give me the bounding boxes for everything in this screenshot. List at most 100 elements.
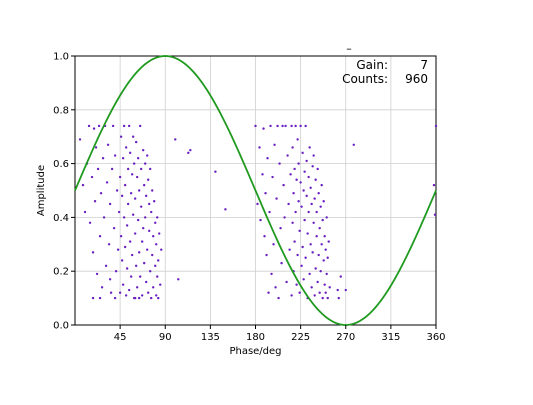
scatter-point [337, 296, 340, 300]
scatter-point [321, 218, 324, 222]
scatter-point [150, 210, 153, 214]
scatter-point [123, 245, 127, 249]
scatter-point [146, 248, 149, 251]
scatter-point [130, 173, 134, 176]
scatter-point [290, 294, 293, 297]
scatter-point [322, 259, 325, 262]
scatter-point [271, 175, 274, 179]
scatter-point [267, 291, 270, 294]
scatter-point [303, 218, 306, 222]
scatter-point [155, 294, 158, 297]
annotation-box: – Gain: 7 Counts: 960 [342, 42, 428, 86]
scatter-point [288, 248, 291, 251]
scatter-point [273, 143, 276, 146]
scatter-point [304, 124, 307, 128]
scatter-point [104, 264, 108, 268]
scatter-point [352, 143, 355, 146]
scatter-point [138, 124, 142, 128]
scatter-point [314, 178, 317, 181]
scatter-point [174, 138, 177, 141]
scatter-point [115, 189, 119, 192]
scatter-point [81, 183, 85, 187]
scatter-point [305, 159, 308, 163]
scatter-point [301, 245, 304, 249]
scatter-point [156, 275, 159, 278]
scatter-point [118, 175, 122, 179]
scatter-point [263, 235, 266, 238]
scatter-point [308, 272, 311, 276]
scatter-point [148, 202, 151, 206]
scatter-point [262, 127, 265, 130]
scatter-point [126, 202, 130, 206]
scatter-point [129, 191, 133, 195]
scatter-point [309, 186, 312, 190]
scatter-point [157, 259, 160, 262]
scatter-point [97, 124, 101, 128]
scatter-point [324, 248, 327, 251]
scatter-point [259, 218, 262, 222]
scatter-point [285, 280, 288, 284]
scatter-point [254, 124, 257, 128]
scatter-point [292, 191, 295, 195]
scatter-point [290, 124, 293, 128]
scatter-point [312, 154, 315, 157]
scatter-point [153, 200, 156, 203]
scatter-point [306, 232, 309, 235]
scatter-point [159, 283, 162, 286]
scatter-point [291, 221, 294, 224]
scatter-point [280, 261, 283, 265]
scatter-point [94, 146, 98, 149]
scatter-point [313, 294, 316, 297]
scatter-point [278, 162, 281, 165]
scatter-point [152, 286, 155, 289]
scatter-point [326, 256, 329, 259]
scatter-point [91, 296, 95, 300]
scatter-point [127, 124, 131, 128]
scatter-point [323, 283, 326, 286]
scatter-point [140, 240, 144, 243]
scatter-point [120, 194, 124, 198]
scatter-point [147, 291, 150, 294]
annotation-mark: – [346, 42, 352, 55]
scatter-point [317, 253, 320, 257]
scatter-point [92, 127, 96, 130]
scatter-point [187, 151, 190, 155]
scatter-point [322, 200, 325, 203]
scatter-point [307, 175, 310, 179]
scatter-point [316, 167, 319, 171]
scatter-point [124, 146, 128, 149]
scatter-point [295, 283, 298, 286]
scatter-point [133, 197, 137, 200]
scatter-point [265, 253, 268, 257]
scatter-point [433, 213, 437, 216]
scatter-point [149, 167, 152, 171]
scatter-point [156, 216, 159, 219]
scatter-point [135, 286, 139, 289]
scatter-point [309, 243, 312, 246]
scatter-point [144, 194, 148, 198]
scatter-point [111, 124, 115, 128]
scatter-point [313, 197, 316, 200]
scatter-point [141, 148, 145, 152]
y-tick-label: 0.4 [53, 213, 69, 224]
x-tick-label: 90 [159, 332, 172, 343]
scatter-point [302, 189, 305, 192]
scatter-point [128, 151, 132, 155]
scatter-point [131, 213, 135, 216]
scatter-point [279, 226, 282, 230]
scatter-point [147, 178, 150, 181]
scatter-point [277, 296, 280, 300]
scatter-point [109, 291, 113, 294]
scatter-point [298, 291, 301, 294]
x-tick-label: 225 [291, 332, 310, 343]
scatter-point [142, 261, 146, 265]
scatter-point [289, 173, 292, 176]
scatter-point [270, 272, 273, 276]
scatter-point [316, 280, 319, 284]
scatter-point [101, 157, 105, 160]
scatter-point [146, 154, 149, 157]
scatter-point [93, 200, 97, 203]
scatter-point [276, 124, 279, 128]
scatter-point [312, 221, 315, 224]
scatter-point [318, 291, 321, 294]
